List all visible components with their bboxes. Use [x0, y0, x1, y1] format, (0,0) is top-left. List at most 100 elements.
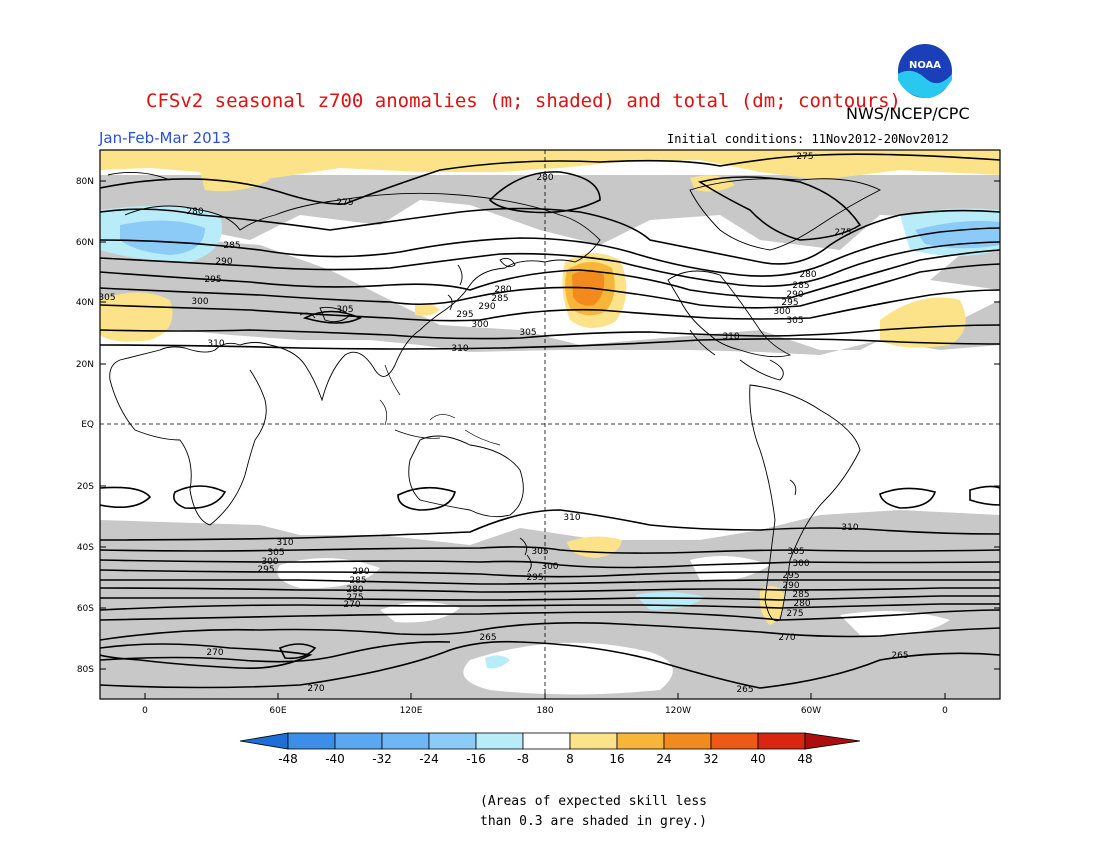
lat-label: 40S	[77, 543, 94, 553]
contour-label: 275	[786, 609, 803, 619]
lat-label: 20S	[77, 482, 94, 492]
contour-label: 280	[186, 207, 203, 217]
lon-label: 120E	[400, 706, 423, 716]
height-contours	[100, 153, 1000, 350]
contour-label: 295	[456, 310, 473, 320]
chart-title: CFSv2 seasonal z700 anomalies (m; shaded…	[146, 90, 901, 112]
contour-label: 275	[346, 593, 363, 603]
contour-labels: 275 280 275 280 275 285 290 295 300 305 …	[98, 152, 909, 695]
contour-label: 310	[207, 339, 224, 349]
lon-label: 60W	[801, 706, 821, 716]
colorbar-tick: -32	[372, 752, 392, 766]
color-scale-bar	[239, 732, 861, 750]
colorbar-swatch	[287, 732, 336, 750]
colorbar-swatch	[334, 732, 383, 750]
colorbar-tick: 32	[703, 752, 718, 766]
contour-label: 285	[349, 576, 366, 586]
lat-label: EQ	[81, 420, 94, 430]
colorbar-tick: 48	[797, 752, 812, 766]
season-label: Jan-Feb-Mar 2013	[99, 129, 231, 147]
contour-label: 290	[215, 257, 232, 267]
low-skill-shading	[100, 175, 1000, 699]
colorbar-tick: 40	[750, 752, 765, 766]
initial-conditions-label: Initial conditions: 11Nov2012-20Nov2012	[667, 132, 949, 146]
lat-label: 60N	[76, 238, 94, 248]
contour-label: 290	[786, 290, 803, 300]
lon-label: 120W	[665, 706, 691, 716]
contour-label: 305	[519, 328, 536, 338]
skill-note-line: than 0.3 are shaded in grey.)	[480, 814, 707, 829]
lon-label: 180	[536, 706, 553, 716]
contour-label: 285	[792, 281, 809, 291]
colorbar-swatch	[428, 732, 477, 750]
contour-label: 295	[782, 571, 799, 581]
contour-label: 310	[722, 332, 739, 342]
colorbar-left-arrow	[239, 732, 289, 750]
contour-label: 285	[223, 241, 240, 251]
contour-label: 300	[541, 562, 558, 572]
noaa-logo-text: NOAA	[909, 60, 941, 71]
colorbar-swatch	[663, 732, 712, 750]
contour-label: 295	[781, 298, 798, 308]
contour-label: 285	[491, 294, 508, 304]
map-frame	[99, 149, 1001, 700]
colorbar-tick: 8	[566, 752, 574, 766]
contour-label: 290	[782, 581, 799, 591]
contour-label: 285	[792, 590, 809, 600]
contour-label: 310	[451, 344, 468, 354]
skill-note-line: (Areas of expected skill less	[480, 794, 707, 809]
colorbar-swatch	[522, 732, 571, 750]
colorbar-swatch	[569, 732, 618, 750]
contour-label: 280	[346, 585, 363, 595]
contour-label: 295	[204, 275, 221, 285]
contour-label: 295	[526, 573, 543, 583]
lon-label: 0	[942, 706, 948, 716]
colorbar-swatch	[757, 732, 806, 750]
contour-label: 275	[796, 152, 813, 162]
contour-label: 280	[536, 173, 553, 183]
contour-label: 310	[276, 538, 293, 548]
skill-note: (Areas of expected skill less than 0.3 a…	[480, 792, 740, 832]
contour-label: 305	[531, 547, 548, 557]
contour-label: 265	[736, 685, 753, 695]
lat-label: 20N	[76, 360, 94, 370]
colorbar-right-arrow	[804, 732, 861, 750]
contour-label: 300	[471, 320, 488, 330]
contour-label: 300	[773, 307, 790, 317]
contour-label: 300	[792, 559, 809, 569]
lat-label: 40N	[76, 298, 94, 308]
contour-label: 270	[343, 600, 360, 610]
contour-label: 280	[799, 270, 816, 280]
colorbar-labels: -48 -40 -32 -24 -16 -8 8 16 24 32 40 48	[278, 752, 812, 766]
contour-label: 270	[778, 633, 795, 643]
contour-label: 275	[336, 198, 353, 208]
colorbar-swatch	[710, 732, 759, 750]
contour-label: 275	[834, 228, 851, 238]
contour-label: 280	[494, 285, 511, 295]
lon-label: 0	[142, 706, 148, 716]
contour-label: 305	[98, 293, 115, 303]
contour-label: 280	[793, 599, 810, 609]
contour-label: 310	[841, 523, 858, 533]
contour-label: 300	[261, 557, 278, 567]
colorbar-tick: 24	[656, 752, 671, 766]
noaa-logo: NOAA	[895, 41, 955, 101]
longitude-axis: 0 60E 120E 180 120W 60W 0	[142, 693, 948, 716]
contour-label: 305	[267, 548, 284, 558]
colorbar-tick: -8	[517, 752, 529, 766]
colorbar-tick: -40	[325, 752, 345, 766]
colorbar-tick: 16	[609, 752, 624, 766]
lat-label: 80S	[77, 665, 94, 675]
contour-label: 270	[206, 648, 223, 658]
lon-label: 60E	[269, 706, 286, 716]
contour-label: 270	[307, 684, 324, 694]
contour-label: 265	[891, 651, 908, 661]
colorbar-swatch	[381, 732, 430, 750]
latitude-axis: 80N 60N 40N 20N EQ 20S 40S 60S 80S	[76, 177, 1000, 675]
colorbar-swatch	[475, 732, 524, 750]
contour-label: 300	[191, 297, 208, 307]
lat-label: 60S	[77, 604, 94, 614]
lat-label: 80N	[76, 177, 94, 187]
colorbar-swatch	[616, 732, 665, 750]
